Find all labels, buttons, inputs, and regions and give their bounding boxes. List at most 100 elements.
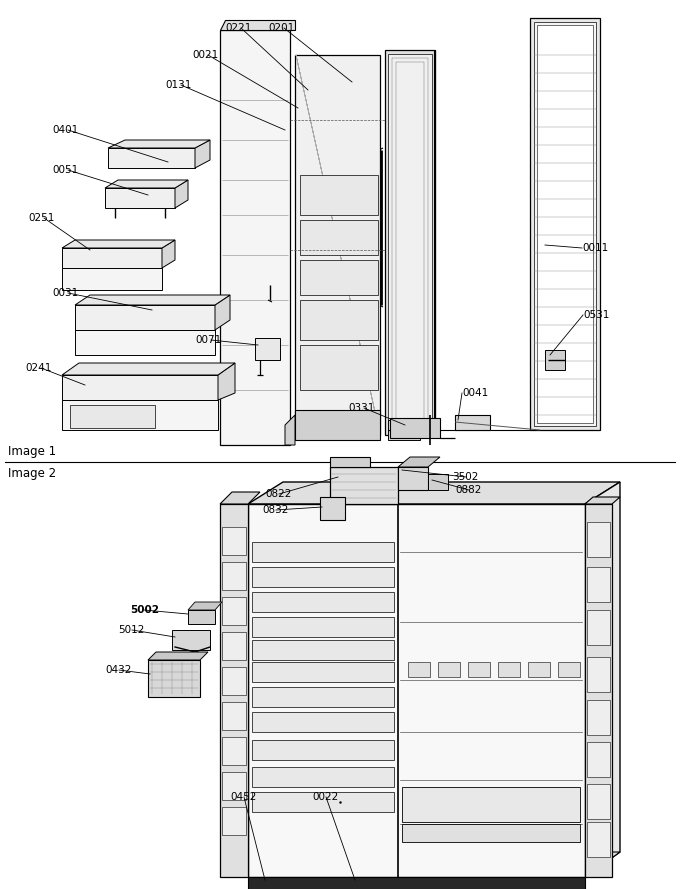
Polygon shape [252, 662, 394, 682]
Polygon shape [330, 457, 370, 467]
Polygon shape [62, 375, 218, 400]
Polygon shape [62, 400, 218, 430]
Polygon shape [300, 260, 378, 295]
Polygon shape [585, 482, 620, 877]
Text: Image 1: Image 1 [8, 445, 56, 459]
Polygon shape [175, 180, 188, 208]
Text: 0221: 0221 [225, 23, 252, 33]
Polygon shape [300, 300, 378, 340]
Polygon shape [62, 363, 235, 375]
Polygon shape [248, 504, 585, 877]
Polygon shape [587, 700, 610, 735]
Text: 0832: 0832 [262, 505, 288, 515]
Text: 0011: 0011 [582, 243, 608, 253]
Polygon shape [587, 567, 610, 602]
Polygon shape [388, 420, 420, 440]
Polygon shape [248, 852, 620, 877]
Polygon shape [388, 54, 432, 431]
Text: 0531: 0531 [583, 310, 609, 320]
Polygon shape [162, 240, 175, 268]
Polygon shape [220, 492, 260, 504]
Polygon shape [252, 640, 394, 660]
Polygon shape [148, 652, 208, 660]
Polygon shape [105, 188, 175, 208]
Polygon shape [534, 22, 596, 426]
Polygon shape [252, 567, 394, 587]
Polygon shape [468, 662, 490, 677]
Polygon shape [215, 295, 230, 330]
Polygon shape [295, 410, 380, 440]
Polygon shape [252, 542, 394, 562]
Polygon shape [545, 350, 565, 370]
Polygon shape [220, 20, 295, 30]
Polygon shape [248, 482, 620, 504]
Text: 0051: 0051 [52, 165, 78, 175]
Polygon shape [222, 772, 246, 800]
Polygon shape [320, 497, 345, 520]
Polygon shape [537, 25, 593, 423]
Polygon shape [222, 737, 246, 765]
Polygon shape [587, 742, 610, 777]
Polygon shape [330, 467, 398, 504]
Polygon shape [398, 467, 428, 490]
Polygon shape [70, 405, 155, 428]
Polygon shape [587, 784, 610, 819]
Polygon shape [188, 610, 215, 624]
Polygon shape [428, 474, 448, 490]
Polygon shape [172, 630, 210, 650]
Polygon shape [188, 602, 222, 610]
Polygon shape [248, 877, 585, 889]
Polygon shape [402, 787, 580, 822]
Text: 5012: 5012 [118, 625, 144, 635]
Polygon shape [587, 657, 610, 692]
Polygon shape [587, 610, 610, 645]
Polygon shape [75, 305, 215, 330]
Polygon shape [108, 148, 195, 168]
Text: 0021: 0021 [192, 50, 218, 60]
Text: 0882: 0882 [455, 485, 481, 495]
Polygon shape [218, 363, 235, 400]
Text: 0822: 0822 [265, 489, 291, 499]
Polygon shape [252, 792, 394, 812]
Polygon shape [285, 415, 295, 445]
Polygon shape [498, 662, 520, 677]
Polygon shape [222, 667, 246, 695]
Polygon shape [222, 807, 246, 835]
Polygon shape [252, 712, 394, 732]
Polygon shape [585, 497, 620, 504]
Text: 0022: 0022 [312, 792, 338, 802]
Text: 0201: 0201 [268, 23, 294, 33]
Polygon shape [105, 180, 188, 188]
Polygon shape [252, 767, 394, 787]
Polygon shape [222, 562, 246, 590]
Text: 0432: 0432 [105, 665, 131, 675]
Text: 0241: 0241 [25, 363, 52, 373]
Text: 0041: 0041 [462, 388, 488, 398]
Polygon shape [295, 55, 380, 435]
Polygon shape [252, 592, 394, 612]
Polygon shape [62, 240, 175, 248]
Text: 3502: 3502 [452, 472, 478, 482]
Polygon shape [220, 504, 248, 877]
Text: 0031: 0031 [52, 288, 78, 298]
Text: 0331: 0331 [348, 403, 375, 413]
Polygon shape [222, 632, 246, 660]
Polygon shape [62, 268, 162, 290]
Polygon shape [408, 662, 430, 677]
Polygon shape [300, 220, 378, 255]
Polygon shape [62, 248, 162, 268]
Polygon shape [300, 345, 378, 390]
Polygon shape [530, 18, 600, 430]
Polygon shape [255, 338, 280, 360]
Polygon shape [587, 822, 610, 857]
Polygon shape [252, 687, 394, 707]
Polygon shape [390, 418, 440, 438]
Polygon shape [222, 702, 246, 730]
Polygon shape [385, 50, 435, 435]
Polygon shape [252, 740, 394, 760]
Text: Image 2: Image 2 [8, 468, 56, 480]
Text: 0071: 0071 [195, 335, 221, 345]
Polygon shape [252, 617, 394, 637]
Polygon shape [398, 457, 440, 467]
Polygon shape [75, 295, 230, 305]
